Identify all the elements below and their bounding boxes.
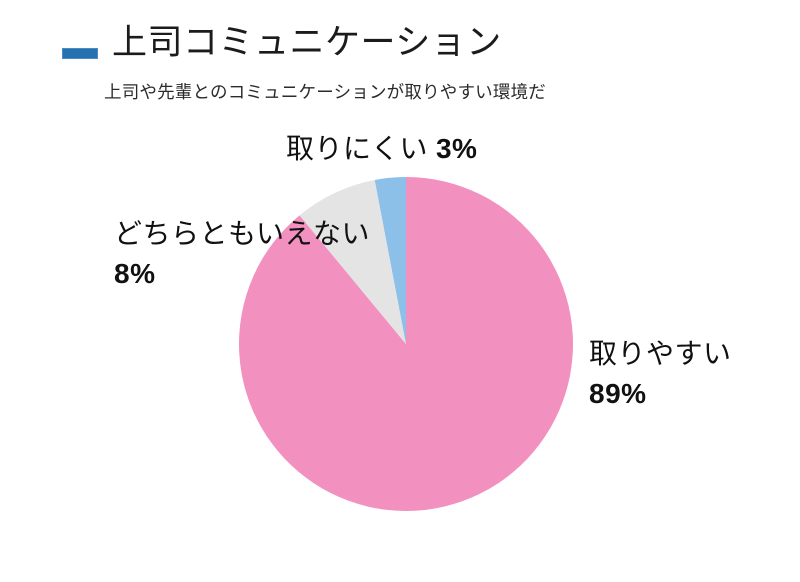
slice-label-text: 取りにくい (286, 133, 428, 164)
pie-slice-1[interactable] (238, 177, 573, 511)
slice-label-dochiratomo: どちらともいえない 8% (114, 216, 370, 292)
slice-label-text: 取りやすい (589, 338, 732, 369)
chart-subtitle: 上司や先輩とのコミュニケーションが取りやすい環境だ (104, 82, 546, 102)
slice-label-torinikui: 取りにくい 3% (286, 131, 477, 167)
slice-label-toriyasui: 取りやすい 89% (589, 336, 732, 412)
slice-label-percent: 3% (435, 133, 478, 164)
pie-slice-group (238, 177, 573, 511)
slice-label-text: どちらともいえない (114, 218, 370, 249)
slice-label-percent: 8% (114, 258, 156, 289)
pie-slice-3[interactable] (374, 177, 406, 344)
legend-color-swatch-icon (62, 47, 98, 59)
slice-label-percent: 89% (589, 378, 647, 409)
chart-title: 上司コミュニケーション (112, 23, 502, 62)
pie-slice-2[interactable] (299, 179, 406, 344)
chart-header: 上司コミュニケーション (62, 22, 502, 64)
